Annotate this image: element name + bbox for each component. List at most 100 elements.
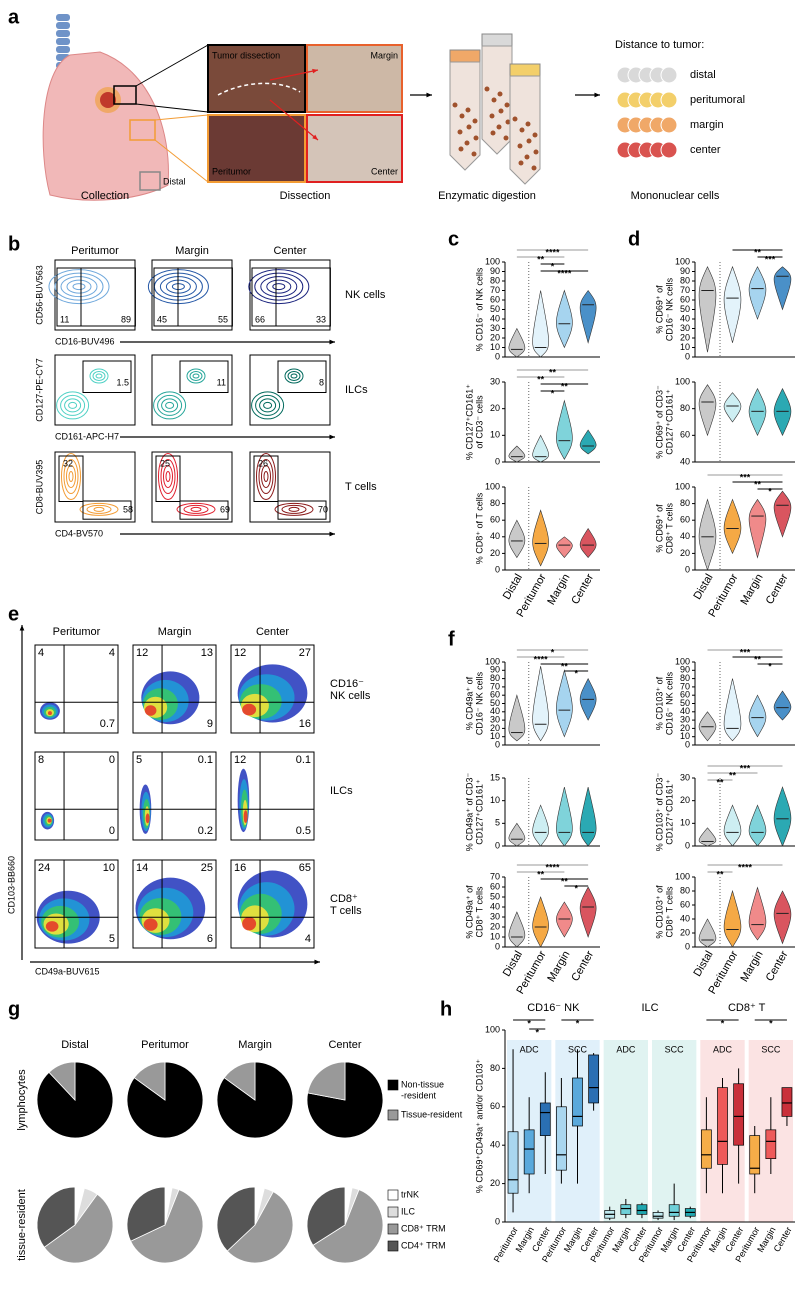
population-label: NK cells [345,289,386,301]
y-axis-label: % CD49a⁺ of CD3⁻ [464,772,474,851]
significance-label: ** [549,367,557,377]
gate [179,360,229,393]
box [717,1087,728,1165]
contour [66,279,92,294]
significance-label: **** [557,268,572,278]
significance-label: * [551,388,555,398]
legend-label: -resident [401,1090,437,1100]
gate [177,267,233,327]
x-tick-label: Center [764,949,791,984]
y-tick-label: 60 [490,881,500,891]
contour [186,368,206,384]
box [620,1204,632,1215]
legend-label: CD4⁺ TRM [401,1240,446,1250]
y-tick-label: 70 [490,285,500,295]
quadrant-value: 0.7 [100,718,115,730]
contour [288,506,300,512]
box [749,1135,761,1175]
y-tick-label: 90 [490,665,500,675]
contour [93,506,105,512]
y-tick-label: 30 [490,323,500,333]
x-tick-label: Margin [545,949,572,984]
y-tick-label: 0 [495,941,500,951]
violin [723,889,742,948]
y-tick-label: 20 [490,332,500,342]
quadrant-value: 0 [109,754,115,766]
population-label: CD8⁺ [330,893,358,905]
quadrant-value: 14 [136,862,148,874]
y-tick-label: 30 [680,323,690,333]
y-tick-label: 70 [490,871,500,881]
gate [82,360,132,393]
violin [556,399,573,460]
photo-label: Peritumor [212,166,251,176]
density [47,711,52,716]
cell [660,141,678,159]
digest-particle [464,140,470,146]
arrow-head [19,625,25,631]
trachea [56,30,70,37]
quadrant-value: 0.2 [198,825,213,837]
gate [82,500,132,520]
arrow-head [312,134,318,140]
row-label: tissue-resident [16,1189,28,1261]
y-tick-label: 100 [485,656,500,666]
tube-cap [449,49,481,63]
digest-particle [517,143,523,149]
digest-particle [496,124,502,130]
significance-label: * [768,486,772,496]
y-tick-label: 80 [490,673,500,683]
cell [660,116,678,134]
group-label: CD16⁻ NK [527,1002,580,1014]
y-axis-label: % CD69⁺ of [654,504,664,553]
quadrant-value: 0.1 [296,754,311,766]
contour [272,283,286,291]
digest-particle [498,108,504,114]
column-header: Margin [158,626,192,638]
contour [190,506,202,512]
quadrant-value: 4 [38,647,44,659]
y-tick-label: 10 [680,342,690,352]
y-axis-label: % CD103⁺ of CD3⁻ [654,772,664,851]
significance-label: ** [561,876,569,886]
y-tick-label: 0 [495,840,500,850]
quadrant-value: 16 [299,718,311,730]
y-tick-label: 50 [680,304,690,314]
y-tick-label: 40 [680,913,690,923]
y-tick-label: 80 [490,275,500,285]
violin [698,827,717,847]
y-tick-label: 40 [490,706,500,716]
subgroup-label: ADC [520,1044,540,1054]
violin [773,690,792,721]
trachea [56,38,70,45]
contour [48,269,110,305]
y-axis-label: % CD8⁺ of T cells [474,492,484,564]
digest-particle [465,107,471,113]
y-tick-label: 20 [680,548,690,558]
y-tick-label: 60 [680,430,690,440]
population-label: T cells [330,905,362,917]
legend-label: peritumoral [690,94,745,106]
y-tick-label: 0 [685,564,690,574]
contour [256,453,276,500]
violin [773,266,792,311]
significance-label: **** [545,862,560,872]
tube [481,45,513,155]
photo-label: Tumor dissection [212,50,280,60]
population-label: T cells [345,481,377,493]
pie-slice [226,1191,294,1264]
pie-slice [48,1061,76,1102]
column-header: Peritumor [141,1039,189,1051]
density [242,917,257,931]
y-tick-label: 50 [490,891,500,901]
gate-value: 33 [316,314,326,324]
legend-label: Tissue-resident [401,1109,463,1119]
y-axis-label: % CD69⁺ of CD3⁻ [654,385,664,459]
y-tick-label: 0 [685,739,690,749]
column-header: Center [328,1039,361,1051]
tumor-core [100,92,116,108]
column-header: Margin [238,1039,272,1051]
significance-label: ** [754,479,762,489]
arrow-head [329,531,335,537]
box [701,1129,712,1169]
